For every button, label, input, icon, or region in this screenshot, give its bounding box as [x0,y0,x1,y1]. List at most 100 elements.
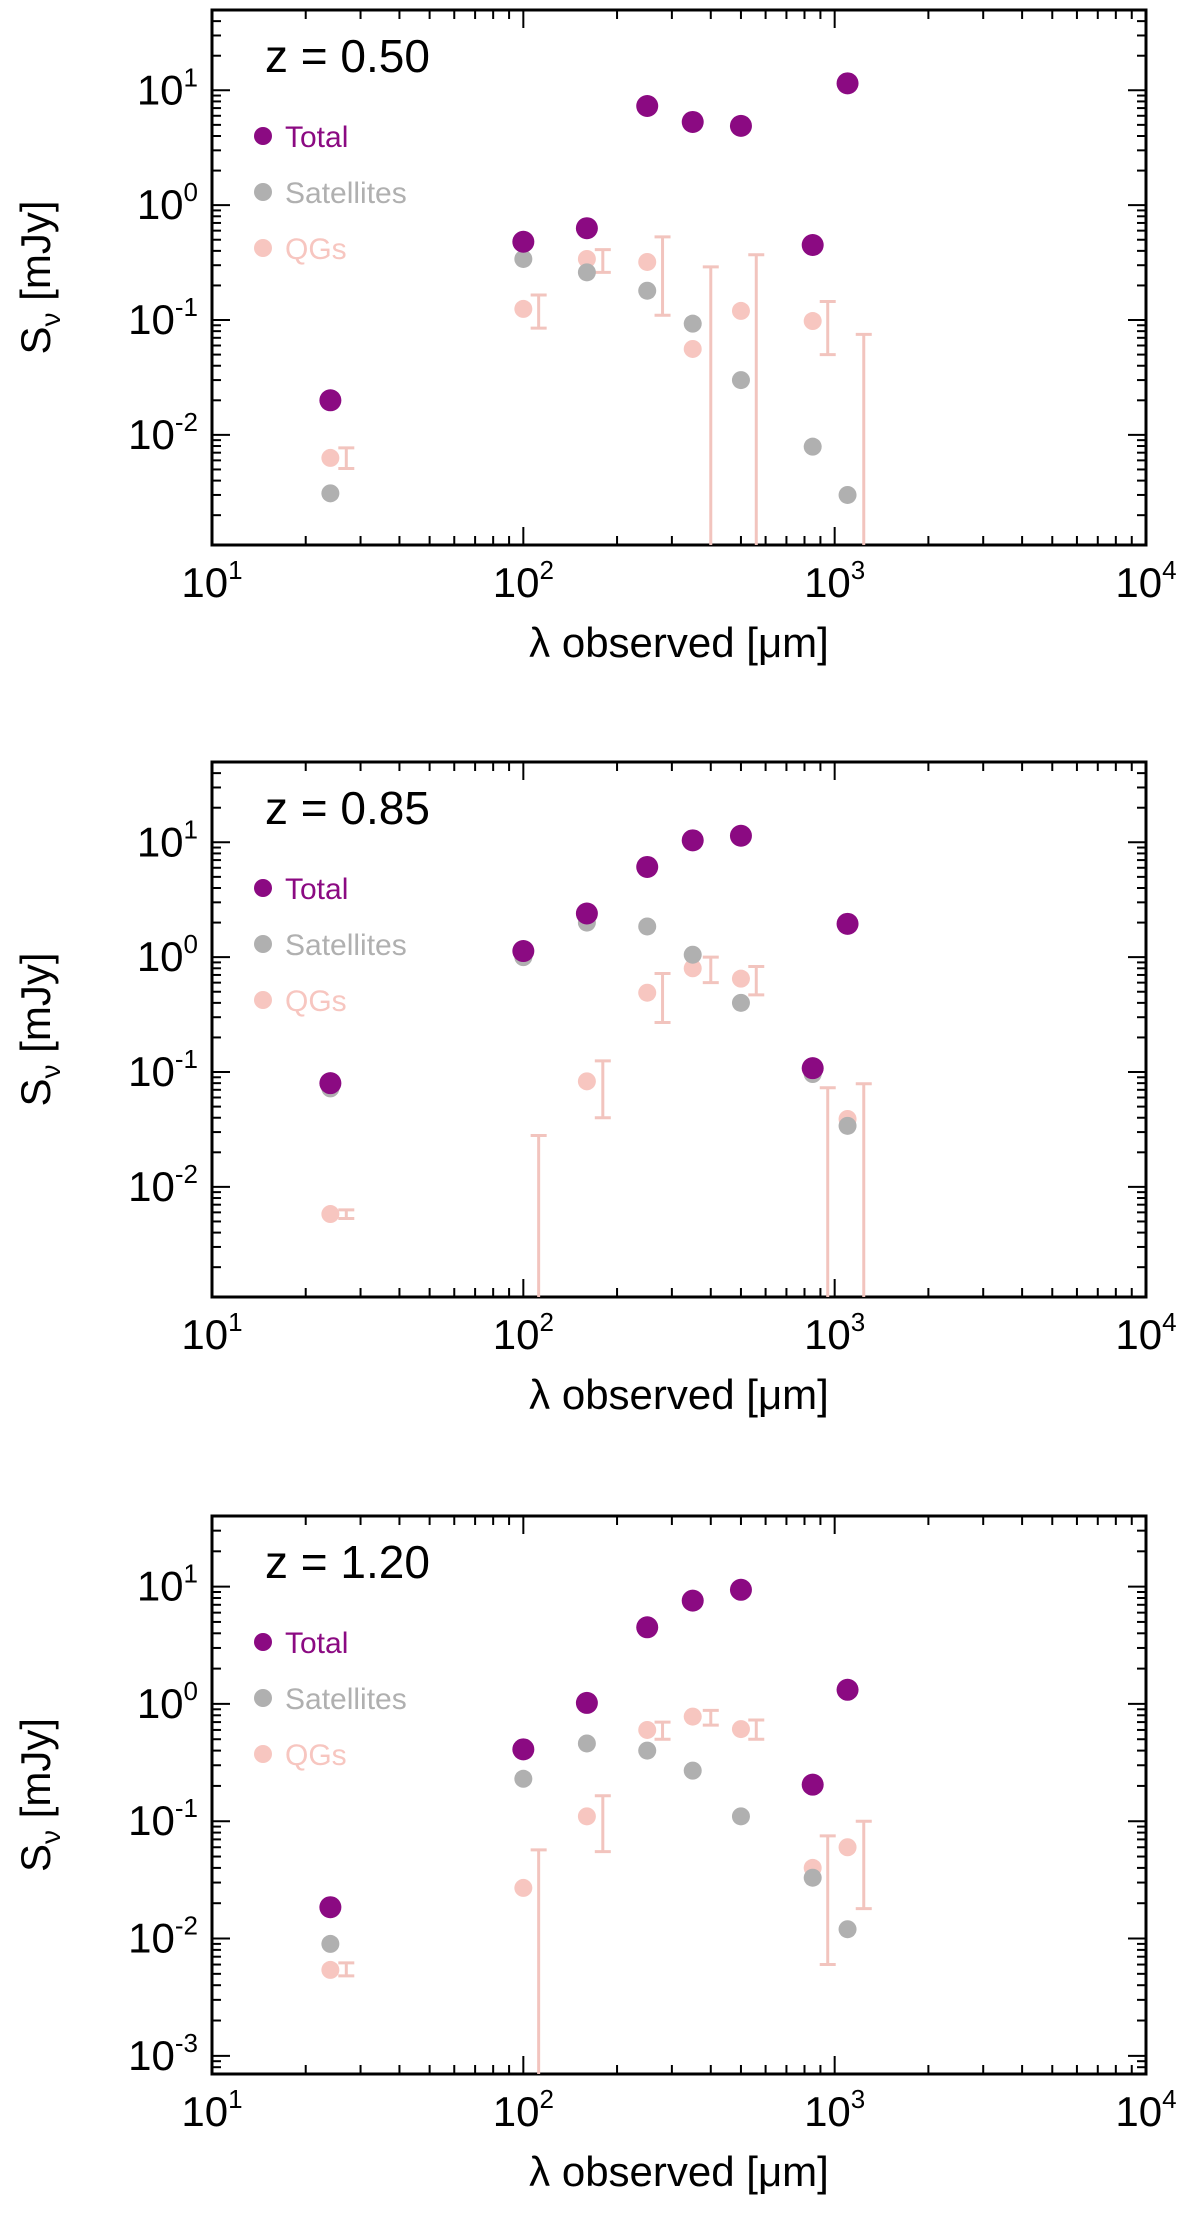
qg-error-bar [338,1208,355,1221]
y-tick-label: 100 [137,177,198,228]
chart-panel-2: 101 102 103 104 10-2 10-1 100 101 λ observed [μm… [12,760,1177,1418]
data-layer [319,1578,872,2074]
qg-error-bar [594,1794,611,1854]
qg-error-bar [702,1708,719,1727]
point-satellites [514,1769,533,1788]
point-satellites [683,1761,702,1780]
qg-error-bar [654,972,671,1024]
y-axis-label: Sν [mJy] [12,952,66,1106]
data-layer [319,824,872,1297]
legend-label-qgs: QGs [285,233,347,266]
point-total [681,1589,704,1612]
qg-error-bar [654,235,671,317]
legend-marker-total [254,1633,272,1651]
point-qgs [577,249,596,268]
point-satellites [838,485,857,504]
point-qgs [514,299,533,318]
data-layer [319,72,872,545]
legend-label-total: Total [285,873,348,906]
legend-label-satellites: Satellites [285,1683,407,1716]
point-total [836,1678,859,1701]
point-total [319,389,342,412]
point-satellites [838,1116,857,1135]
point-total [512,940,535,963]
panel-title: z = 0.85 [265,782,430,834]
x-axis-label: λ observed [μm] [529,1371,829,1418]
x-tick-label: 101 [181,2084,242,2135]
x-tick-label: 104 [1115,555,1176,606]
x-tick-label: 103 [804,1307,865,1358]
point-total [636,855,659,878]
panel-title: z = 1.20 [265,1536,430,1588]
point-satellites [683,314,702,333]
point-qgs [638,983,657,1002]
legend-marker-qgs [254,239,272,257]
qg-error-bar [748,1718,765,1741]
qg-error-bar [748,964,765,997]
x-axis-label: λ observed [μm] [529,619,829,666]
point-satellites [638,1741,657,1760]
x-tick-label: 102 [493,2084,554,2135]
y-tick-label: 10-1 [128,292,198,343]
point-total [636,94,659,117]
y-tick-label: 100 [137,929,198,980]
y-tick-label: 101 [137,814,198,865]
y-tick-label: 10-3 [128,2028,198,2079]
legend-label-qgs: QGs [285,985,347,1018]
legend-label-satellites: Satellites [285,929,407,962]
point-qgs [731,969,750,988]
point-total [636,1616,659,1639]
x-tick-label: 101 [181,555,242,606]
qg-error-bar [819,299,836,357]
point-satellites [838,1920,857,1939]
qg-error-bar [855,1819,872,1911]
plot-frame [210,1514,1148,2076]
qg-error-bar [654,1720,671,1741]
point-satellites [803,1868,822,1887]
point-satellites [731,993,750,1012]
point-qgs [731,301,750,320]
point-qgs [321,1960,340,1979]
point-qgs [638,252,657,271]
chart-panel-3: 101 102 103 104 10-3 10-2 10-1 100 101 λ observed… [12,1514,1177,2195]
point-total [729,114,752,137]
point-qgs [731,1720,750,1739]
y-tick-label: 10-2 [128,1911,198,1962]
point-total [801,1773,824,1796]
point-total [512,230,535,253]
qg-error-bar [338,1961,355,1978]
plot-frame [210,760,1148,1299]
legend-marker-satellites [254,1689,272,1707]
point-qgs [838,1838,857,1857]
point-qgs [514,1878,533,1897]
qg-error-bar [594,1059,611,1120]
point-total [575,217,598,240]
y-tick-label: 10-2 [128,1159,198,1210]
point-satellites [577,263,596,282]
point-total [681,110,704,133]
point-qgs [638,1720,657,1739]
y-tick-label: 10-2 [128,407,198,458]
point-qgs [683,959,702,978]
y-tick-label: 101 [137,62,198,113]
plot-frame [210,8,1148,547]
legend-marker-qgs [254,1745,272,1763]
point-total [575,902,598,925]
legend-marker-qgs [254,991,272,1009]
point-qgs [683,1707,702,1726]
legend-marker-total [254,127,272,145]
x-tick-label: 104 [1115,2084,1176,2135]
panel-title: z = 0.50 [265,30,430,82]
point-total [319,1072,342,1095]
legend-marker-satellites [254,183,272,201]
point-qgs [577,1072,596,1091]
x-tick-label: 103 [804,555,865,606]
legend-label-satellites: Satellites [285,177,407,210]
legend-marker-total [254,879,272,897]
x-axis-label: λ observed [μm] [529,2148,829,2195]
point-total [575,1691,598,1714]
point-satellites [577,1734,596,1753]
point-total [512,1738,535,1761]
x-tick-label: 101 [181,1307,242,1358]
y-axis-label: Sν [mJy] [12,200,66,354]
